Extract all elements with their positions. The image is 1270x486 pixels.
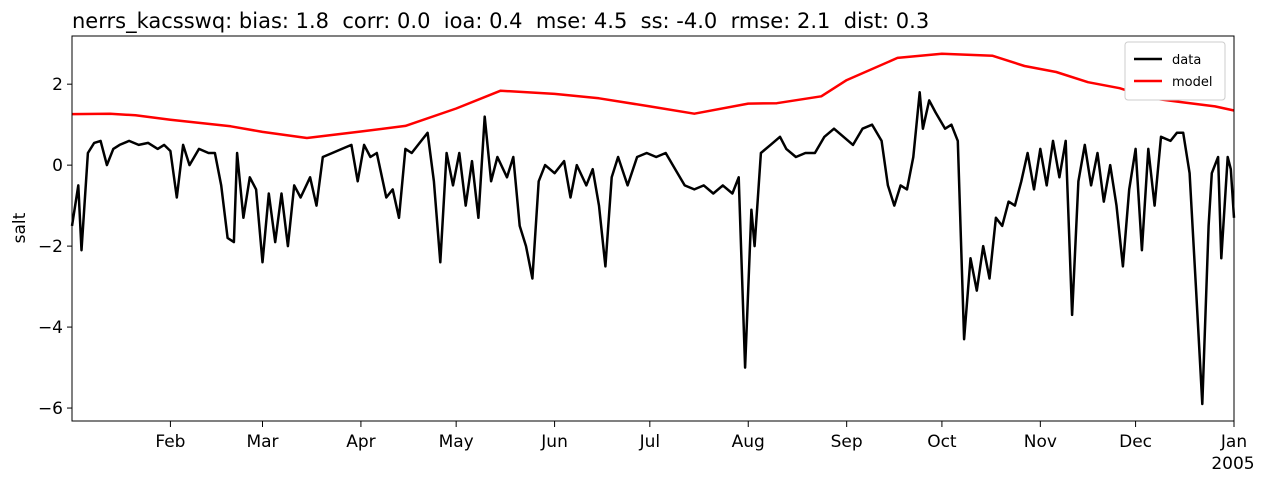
legend-label: model — [1172, 75, 1212, 90]
legend-box — [1124, 41, 1226, 101]
legend-label: data — [1172, 53, 1201, 68]
y-tick-label: −6 — [38, 399, 63, 419]
x-tick-label: Aug — [732, 432, 765, 452]
y-tick-label: −4 — [38, 318, 63, 338]
x-tick-label: Jan — [1220, 432, 1247, 452]
series-line — [71, 52, 1235, 140]
chart-title: nerrs_kacsswq: bias: 1.8 corr: 0.0 ioa: … — [72, 9, 929, 34]
x-tick-label: Apr — [346, 432, 375, 452]
plot-frame — [71, 35, 1235, 422]
x-tick-label: Sep — [831, 432, 863, 452]
x-tick-label: Feb — [155, 432, 185, 452]
y-axis-label: salt — [10, 212, 30, 243]
x-tick-label: Mar — [246, 432, 278, 452]
x-tick-label: Jul — [639, 432, 661, 452]
series-line — [70, 91, 1236, 406]
x-tick-label: May — [439, 432, 474, 452]
y-tick-label: 0 — [52, 156, 63, 176]
x-year-label: 2005 — [1211, 454, 1254, 474]
x-tick-label: Oct — [927, 432, 957, 452]
x-tick-label: Dec — [1119, 432, 1152, 452]
y-tick-label: 2 — [52, 75, 63, 95]
y-tick-label: −2 — [38, 237, 63, 257]
x-tick-label: Jun — [540, 432, 568, 452]
x-tick-label: Nov — [1024, 432, 1057, 452]
